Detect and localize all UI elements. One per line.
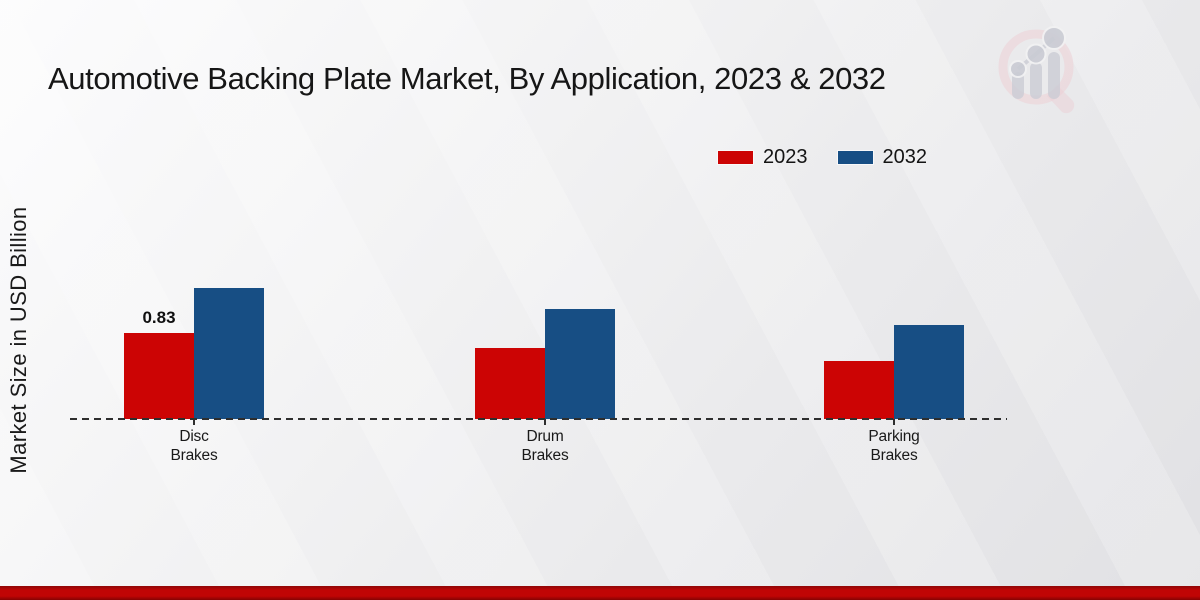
- bar-2032-parking-brakes: [894, 325, 964, 419]
- legend-item-2023: 2023: [718, 146, 808, 169]
- legend-label-2032: 2032: [882, 146, 928, 168]
- footer-red-bar: [0, 586, 1200, 600]
- bar-2032-disc-brakes: [194, 288, 264, 419]
- legend-item-2032: 2032: [837, 146, 928, 169]
- x-axis-tick-drum-brakes: [544, 419, 546, 425]
- data-label-0.83: 0.83: [142, 308, 176, 327]
- bar-2023-disc-brakes: [124, 333, 194, 419]
- bar-2023-parking-brakes: [824, 361, 894, 419]
- category-label-disc-brakes: Disc Brakes: [170, 428, 218, 464]
- legend-swatch-2023: [718, 151, 753, 164]
- category-label-drum-brakes: Drum Brakes: [521, 428, 569, 464]
- legend-label-2023: 2023: [763, 146, 808, 168]
- chart-title: Automotive Backing Plate Market, By Appl…: [48, 60, 886, 96]
- legend: 2023 2032: [718, 146, 927, 169]
- category-label-parking-brakes: Parking Brakes: [868, 428, 920, 464]
- x-axis-tick-disc-brakes: [193, 419, 195, 425]
- legend-swatch-2032: [837, 151, 873, 164]
- x-axis-tick-parking-brakes: [893, 419, 895, 425]
- bar-2023-drum-brakes: [475, 348, 545, 419]
- magnifier-bar-chart-logo-icon: [998, 26, 1075, 114]
- bar-2032-drum-brakes: [545, 309, 615, 419]
- x-axis-baseline: [70, 418, 1007, 420]
